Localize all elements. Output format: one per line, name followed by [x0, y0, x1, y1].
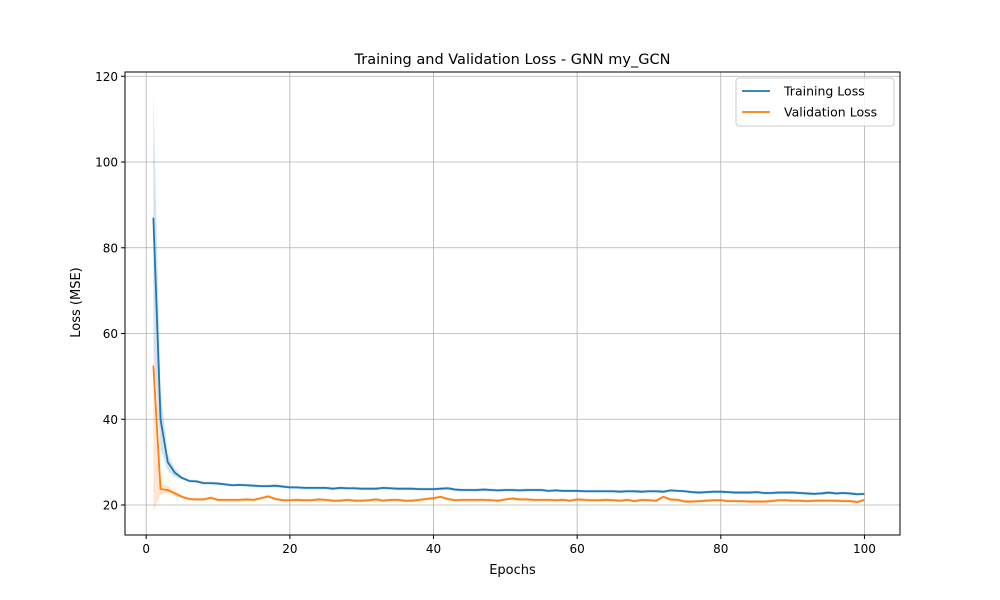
y-tick-label: 60 — [103, 327, 118, 341]
y-tick-label: 80 — [103, 241, 118, 255]
grid — [125, 72, 900, 535]
y-tick-label: 120 — [95, 70, 118, 84]
legend-label: Validation Loss — [784, 105, 877, 120]
series-line-training — [152, 217, 865, 496]
x-tick-label: 60 — [570, 542, 585, 556]
x-tick-label: 100 — [853, 542, 876, 556]
legend-label: Training Loss — [783, 84, 865, 99]
legend-box — [735, 77, 895, 127]
band-training — [153, 93, 865, 496]
y-tick-label: 40 — [103, 413, 118, 427]
x-tick-label: 40 — [426, 542, 441, 556]
ticks: 0 20 40 60 80 100 20 40 60 80 100 120 — [95, 70, 876, 556]
x-tick-label: 80 — [713, 542, 728, 556]
plot-frame — [124, 71, 901, 536]
chart-title: Training and Validation Loss - GNN my_GC… — [354, 52, 671, 68]
series — [152, 217, 865, 503]
legend: Training Loss Validation Loss — [735, 77, 895, 127]
y-tick-label: 20 — [103, 498, 118, 512]
x-axis-label: Epochs — [489, 563, 536, 578]
bands — [153, 93, 865, 512]
x-tick-label: 20 — [282, 542, 297, 556]
x-tick-label: 0 — [142, 542, 150, 556]
y-axis-label: Loss (MSE) — [69, 267, 84, 337]
y-tick-label: 100 — [95, 156, 118, 170]
series-line-validation — [152, 365, 865, 503]
